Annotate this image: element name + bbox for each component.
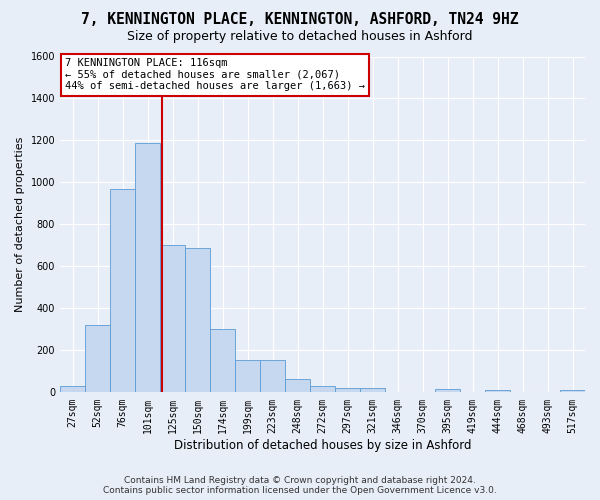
- Bar: [260, 360, 285, 392]
- Bar: [135, 142, 160, 392]
- Bar: [310, 386, 335, 392]
- Bar: [285, 379, 310, 392]
- Text: 7 KENNINGTON PLACE: 116sqm
← 55% of detached houses are smaller (2,067)
44% of s: 7 KENNINGTON PLACE: 116sqm ← 55% of deta…: [65, 58, 365, 92]
- Bar: [335, 388, 360, 392]
- Bar: [210, 330, 235, 392]
- X-axis label: Distribution of detached houses by size in Ashford: Distribution of detached houses by size …: [174, 440, 471, 452]
- Bar: [435, 390, 460, 392]
- Bar: [160, 246, 185, 392]
- Bar: [560, 390, 585, 392]
- Bar: [60, 386, 85, 392]
- Bar: [485, 390, 510, 392]
- Text: Contains HM Land Registry data © Crown copyright and database right 2024.
Contai: Contains HM Land Registry data © Crown c…: [103, 476, 497, 495]
- Bar: [110, 189, 135, 392]
- Bar: [360, 388, 385, 392]
- Bar: [185, 248, 210, 392]
- Text: Size of property relative to detached houses in Ashford: Size of property relative to detached ho…: [127, 30, 473, 43]
- Bar: [85, 326, 110, 392]
- Bar: [235, 360, 260, 392]
- Y-axis label: Number of detached properties: Number of detached properties: [15, 137, 25, 312]
- Text: 7, KENNINGTON PLACE, KENNINGTON, ASHFORD, TN24 9HZ: 7, KENNINGTON PLACE, KENNINGTON, ASHFORD…: [81, 12, 519, 28]
